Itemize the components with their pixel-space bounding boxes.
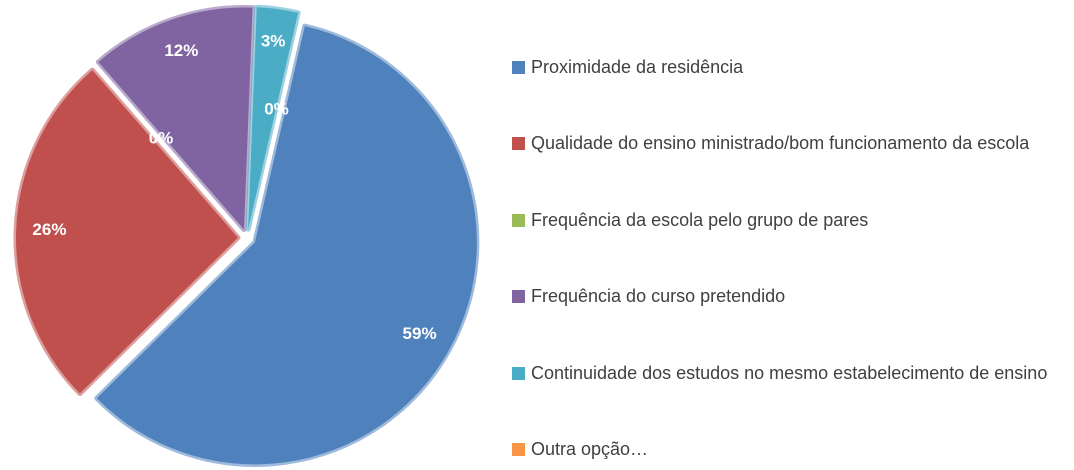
legend-swatch (512, 61, 525, 74)
data-label: 3% (261, 32, 286, 51)
data-label: 0% (264, 100, 289, 119)
legend-item: Frequência da escola pelo grupo de pares (512, 205, 1067, 235)
legend-swatch (512, 137, 525, 151)
legend-label: Frequência da escola pelo grupo de pares (531, 209, 869, 230)
legend-item: Frequência do curso pretendido (512, 281, 1067, 311)
legend-label: Qualidade do ensino ministrado/bom funci… (531, 133, 1030, 154)
data-label: 0% (149, 129, 174, 148)
pie-slice (94, 23, 480, 467)
legend-item: Proximidade da residência (512, 52, 1067, 82)
legend-item: Continuidade dos estudos no mesmo estabe… (512, 358, 1067, 388)
legend-label: Frequência do curso pretendido (531, 286, 786, 307)
legend-swatch (512, 442, 525, 456)
data-label: 26% (32, 220, 66, 239)
legend-swatch (512, 366, 525, 380)
data-label: 12% (164, 41, 198, 60)
legend-swatch (512, 290, 525, 304)
legend: Proximidade da residência Qualidade do en… (512, 52, 1067, 464)
legend-item: Outra opção… (512, 434, 1067, 464)
legend-swatch (512, 213, 525, 227)
pie: 59% 26% 0% 12% 3% 0% (13, 4, 480, 467)
pie-slice (13, 67, 241, 397)
legend-label: Continuidade dos estudos no mesmo estabe… (531, 362, 1048, 383)
legend-label: Proximidade da residência (531, 57, 744, 77)
legend-label: Outra opção… (531, 438, 649, 459)
data-label: 59% (403, 324, 437, 343)
legend-item: Qualidade do ensino ministrado/bom funci… (512, 128, 1067, 158)
pie-slice (245, 4, 301, 232)
pie-slice (95, 5, 256, 233)
